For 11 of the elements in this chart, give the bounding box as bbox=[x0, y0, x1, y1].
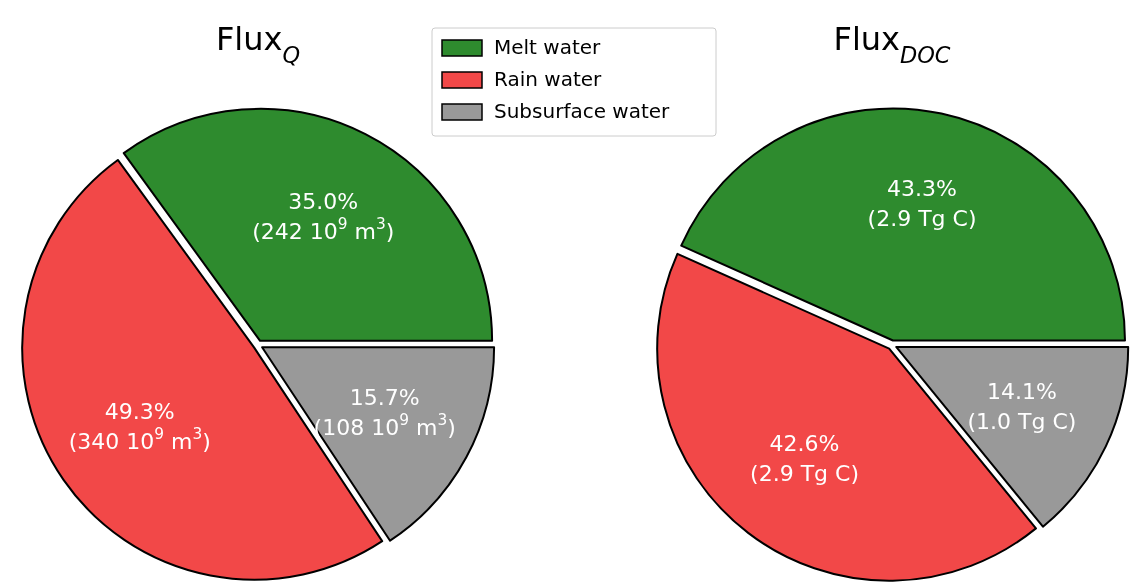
legend-label: Melt water bbox=[494, 34, 602, 59]
legend-label: Rain water bbox=[494, 66, 603, 91]
data-label: 15.7% (108 10$^{9}$ m$^{3}$) bbox=[313, 385, 456, 441]
data-label: 49.3% (340 10$^{9}$ m$^{3}$) bbox=[68, 398, 211, 454]
data-label: 42.6% (2.9 Tg C) bbox=[750, 431, 860, 487]
data-label: 35.0% (242 10$^{9}$ m$^{3}$) bbox=[252, 188, 395, 244]
legend-label: Subsurface water bbox=[494, 98, 671, 123]
data-label: 43.3% (2.9 Tg C) bbox=[867, 176, 977, 232]
chart-title: Flux$_{Q}$ bbox=[215, 20, 301, 68]
chart-title: Flux$_{DOC}$ bbox=[833, 20, 951, 68]
data-label: 14.1% (1.0 Tg C) bbox=[967, 378, 1077, 434]
